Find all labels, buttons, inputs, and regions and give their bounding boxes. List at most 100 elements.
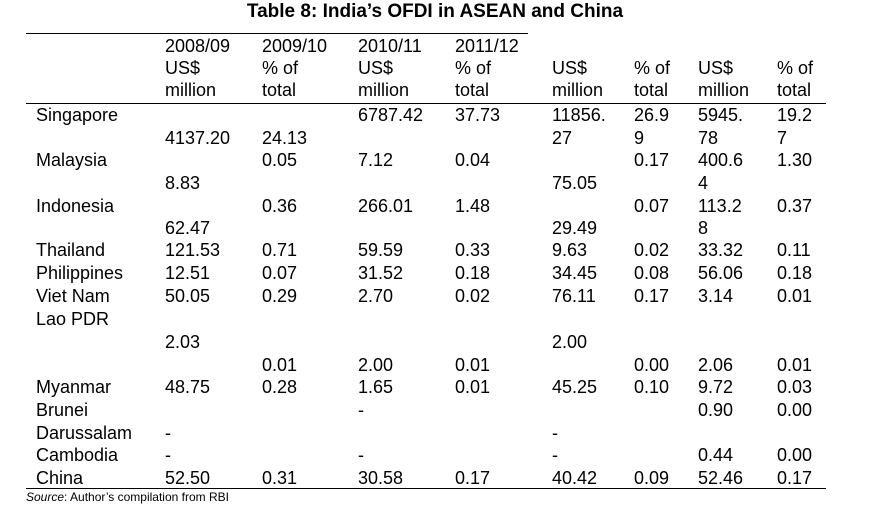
cell: 9.63 xyxy=(552,240,588,260)
cell: 0.07 xyxy=(262,263,298,283)
cell: 0.18 xyxy=(455,263,491,283)
cell: 33.32 xyxy=(698,240,744,260)
header-rule xyxy=(26,103,826,104)
cell: 0.11 xyxy=(777,240,811,260)
cell: 50.05 xyxy=(165,286,211,306)
cell: 9 xyxy=(634,128,645,148)
cell: 7.12 xyxy=(358,150,394,170)
cell: 0.02 xyxy=(634,240,670,260)
cell: 6787.42 xyxy=(358,105,424,125)
cell: 12.51 xyxy=(165,263,211,283)
row-label-thailand: Thailand xyxy=(36,240,106,260)
cell: 30.58 xyxy=(358,468,404,488)
cell: 31.52 xyxy=(358,263,404,283)
cell: 0.01 xyxy=(262,355,298,375)
cell: 0.44 xyxy=(698,445,734,465)
header-col3-line3: million xyxy=(358,80,410,100)
cell: 19.2 xyxy=(777,105,813,125)
cell: 34.45 xyxy=(552,263,598,283)
header-col5-line1: US$ xyxy=(552,58,588,78)
header-col5-line2: million xyxy=(552,80,604,100)
cell: 0.31 xyxy=(262,468,298,488)
cell: 0.02 xyxy=(455,286,491,306)
cell: 0.29 xyxy=(262,286,298,306)
cell: 62.47 xyxy=(165,218,211,238)
cell: 0.01 xyxy=(455,377,491,397)
cell: 52.46 xyxy=(698,468,744,488)
cell: 52.50 xyxy=(165,468,211,488)
header-col2-line1: 2009/10 xyxy=(262,36,328,56)
cell: 121.53 xyxy=(165,240,221,260)
cell: 8.83 xyxy=(165,173,201,193)
cell: 56.06 xyxy=(698,263,744,283)
cell: - xyxy=(165,445,171,465)
cell: 0.10 xyxy=(634,377,670,397)
cell: 0.01 xyxy=(777,286,813,306)
header-col3-line1: 2010/11 xyxy=(358,36,422,56)
cell: 1.30 xyxy=(777,150,813,170)
cell: - xyxy=(552,445,558,465)
cell: 45.25 xyxy=(552,377,598,397)
cell: 113.2 xyxy=(698,196,742,216)
cell: 9.72 xyxy=(698,377,734,397)
cell: 3.14 xyxy=(698,286,734,306)
cell: 78 xyxy=(698,128,719,148)
source-text: : Author’s compilation from RBI xyxy=(64,490,229,504)
cell: 0.00 xyxy=(777,400,813,420)
row-label-darussalam: Darussalam xyxy=(36,423,133,443)
cell: 40.42 xyxy=(552,468,598,488)
cell: 0.07 xyxy=(634,196,670,216)
cell: 76.11 xyxy=(552,286,596,306)
cell: 59.59 xyxy=(358,240,404,260)
cell: 29.49 xyxy=(552,218,598,238)
header-col1-line1: 2008/09 xyxy=(165,36,231,56)
cell: 0.09 xyxy=(634,468,670,488)
cell: - xyxy=(165,423,171,443)
header-col4-line1: 2011/12 xyxy=(455,36,519,56)
row-label-viet-nam: Viet Nam xyxy=(36,286,110,306)
cell: 2.70 xyxy=(358,286,394,306)
cell: 75.05 xyxy=(552,173,598,193)
source-label: Source xyxy=(26,490,65,504)
bottom-rule xyxy=(26,488,826,489)
cell: 0.03 xyxy=(777,377,813,397)
header-col6-line2: total xyxy=(634,80,669,100)
header-col8-line2: total xyxy=(777,80,812,100)
row-label-singapore: Singapore xyxy=(36,105,119,125)
cell: 0.17 xyxy=(777,468,813,488)
row-label-malaysia: Malaysia xyxy=(36,150,108,170)
cell: 1.48 xyxy=(455,196,491,216)
cell: 37.73 xyxy=(455,105,501,125)
cell: 400.6 xyxy=(698,150,744,170)
cell: 2.03 xyxy=(165,332,201,352)
row-label-brunei: Brunei xyxy=(36,400,89,420)
row-label-philippines: Philippines xyxy=(36,263,124,283)
cell: 266.01 xyxy=(358,196,414,216)
cell: 0.28 xyxy=(262,377,298,397)
cell: 1.65 xyxy=(358,377,394,397)
cell: - xyxy=(552,423,558,443)
cell: 0.17 xyxy=(634,286,670,306)
cell: 0.08 xyxy=(634,263,670,283)
cell: 0.05 xyxy=(262,150,298,170)
cell: 0.33 xyxy=(455,240,491,260)
cell: 0.17 xyxy=(455,468,491,488)
cell: 48.75 xyxy=(165,377,211,397)
source-note: Source: Author’s compilation from RBI xyxy=(26,490,229,504)
header-col3-line2: US$ xyxy=(358,58,394,78)
cell: 7 xyxy=(777,128,788,148)
cell: 2.00 xyxy=(358,355,394,375)
top-rule xyxy=(26,33,528,34)
cell: - xyxy=(358,400,364,420)
header-col8-line1: % of xyxy=(777,58,814,78)
cell: 2.06 xyxy=(698,355,734,375)
row-label-indonesia: Indonesia xyxy=(36,196,115,216)
header-col7-line1: US$ xyxy=(698,58,734,78)
header-col1-line2: US$ xyxy=(165,58,201,78)
header-col6-line1: % of xyxy=(634,58,671,78)
cell: 8 xyxy=(698,218,709,238)
cell: 0.36 xyxy=(262,196,298,216)
row-label-myanmar: Myanmar xyxy=(36,377,112,397)
header-col1-line3: million xyxy=(165,80,217,100)
cell: 4137.20 xyxy=(165,128,231,148)
